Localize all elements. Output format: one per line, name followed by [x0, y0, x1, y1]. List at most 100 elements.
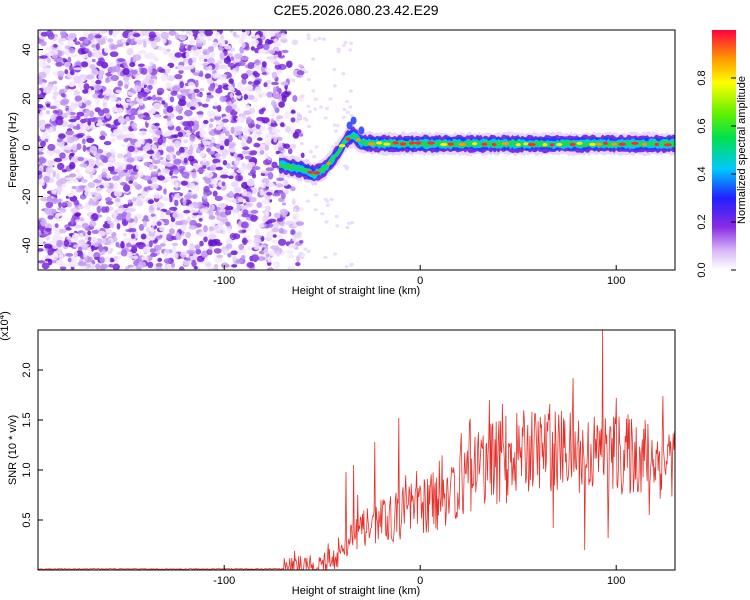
noise-cell: [243, 110, 251, 116]
noise-cell: [133, 85, 142, 93]
noise-cell: [52, 95, 57, 100]
noise-cell: [185, 51, 191, 59]
noise-cell: [259, 146, 264, 151]
noise-cell: [101, 172, 108, 178]
noise-cell: [204, 30, 213, 37]
noise-cell: [70, 217, 75, 225]
noise-cell: [323, 255, 328, 260]
noise-cell: [291, 78, 296, 83]
noise-cell: [82, 89, 89, 94]
noise-cell: [266, 191, 273, 196]
noise-cell: [97, 94, 104, 99]
noise-cell: [106, 216, 112, 222]
noise-cell: [81, 138, 86, 145]
noise-cell: [205, 171, 214, 178]
noise-cell: [273, 41, 282, 48]
noise-cell: [247, 246, 252, 251]
noise-cell: [250, 254, 260, 262]
noise-cell: [236, 203, 241, 211]
noise-cell: [343, 164, 347, 168]
noise-cell: [273, 38, 278, 43]
noise-cell: [39, 61, 48, 68]
noise-cell: [227, 84, 234, 90]
noise-cell: [240, 56, 249, 61]
noise-cell: [150, 213, 156, 217]
noise-cell: [199, 70, 204, 77]
noise-cell: [188, 90, 195, 94]
noise-cell: [241, 229, 247, 233]
noise-cell: [215, 88, 223, 94]
noise-cell: [273, 137, 278, 143]
noise-cell: [247, 62, 255, 70]
noise-cell: [282, 213, 287, 218]
noise-cell: [189, 219, 197, 227]
y-tick-label: -40: [21, 238, 33, 254]
noise-cell: [44, 207, 53, 215]
noise-cell: [200, 122, 208, 129]
noise-cell: [286, 254, 295, 259]
noise-cell: [87, 164, 94, 172]
noise-cell: [278, 227, 284, 234]
noise-cell: [149, 240, 153, 248]
noise-cell: [183, 209, 191, 214]
noise-cell: [148, 79, 155, 85]
ridge-peak: [654, 142, 659, 147]
noise-cell: [121, 38, 126, 43]
noise-cell: [106, 172, 111, 179]
noise-cell: [53, 44, 58, 48]
noise-cell: [271, 110, 276, 117]
snr-multiplier-label: (x104): [0, 311, 11, 341]
noise-cell: [241, 137, 246, 143]
noise-cell: [261, 199, 270, 205]
noise-cell: [141, 255, 149, 262]
noise-cell: [268, 250, 276, 257]
ridge-peak: [414, 141, 422, 145]
ridge-peak: [481, 142, 488, 146]
noise-cell: [291, 39, 299, 46]
noise-cell: [230, 166, 238, 170]
noise-cell: [342, 43, 346, 48]
noise-cell: [348, 105, 353, 109]
spectrogram-y-ticks: -40 -20 0 20 40: [21, 43, 43, 253]
noise-cell: [165, 163, 174, 167]
noise-cell: [263, 43, 270, 51]
noise-cell: [233, 186, 242, 193]
noise-cell: [112, 263, 120, 270]
noise-cell: [91, 44, 97, 48]
noise-cell: [267, 256, 272, 263]
noise-cell: [298, 133, 304, 137]
ridge-peak: [440, 142, 448, 147]
noise-cell: [168, 30, 177, 36]
spectrogram-noise-region: [38, 30, 355, 270]
noise-cell: [217, 39, 226, 47]
noise-cell: [218, 137, 222, 143]
noise-cell: [241, 150, 250, 155]
noise-cell: [38, 260, 46, 264]
noise-cell: [342, 107, 347, 111]
noise-cell: [276, 68, 283, 76]
noise-cell: [200, 208, 208, 214]
noise-cell: [141, 67, 148, 75]
noise-cell: [128, 267, 137, 270]
noise-cell: [214, 31, 220, 37]
noise-cell: [137, 92, 144, 99]
noise-cell: [45, 201, 54, 208]
noise-cell: [126, 151, 132, 159]
noise-cell: [127, 145, 135, 152]
noise-cell: [253, 129, 263, 137]
noise-cell: [59, 99, 68, 106]
noise-cell: [341, 72, 346, 76]
ridge-peak: [641, 142, 648, 146]
noise-cell: [112, 236, 118, 243]
noise-cell: [74, 41, 81, 45]
noise-cell: [136, 164, 141, 170]
noise-cell: [281, 91, 290, 98]
noise-cell: [103, 182, 110, 188]
noise-cell: [44, 138, 49, 143]
noise-cell: [59, 152, 66, 159]
noise-cell: [230, 126, 235, 134]
noise-cell: [83, 257, 88, 261]
noise-cell: [57, 70, 65, 77]
noise-cell: [137, 109, 142, 115]
noise-cell: [40, 140, 46, 148]
